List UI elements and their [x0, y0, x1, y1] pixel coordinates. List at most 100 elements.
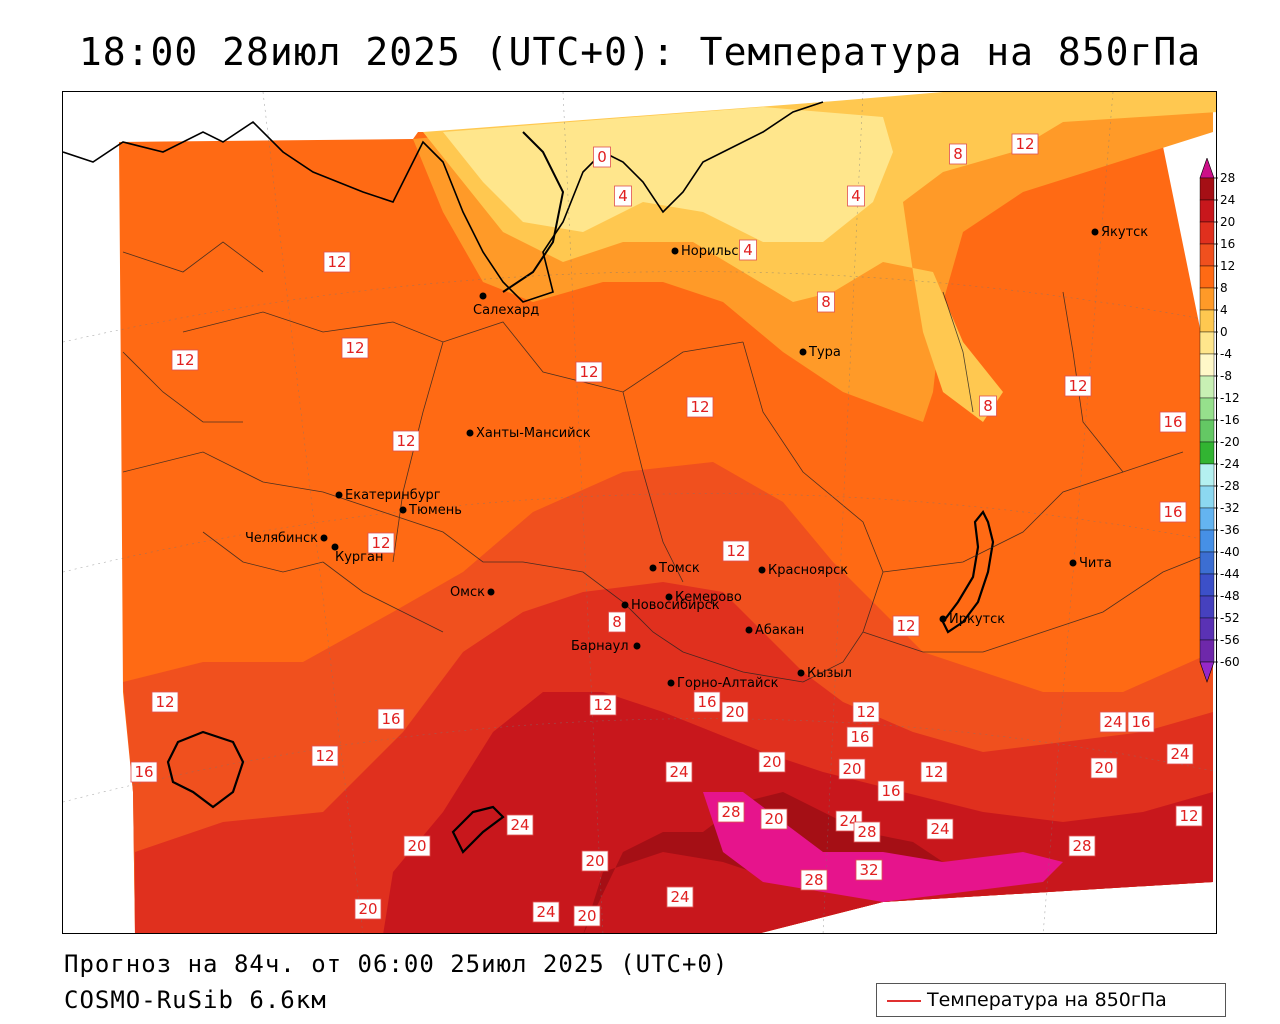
colorbar-tick-label: -28: [1220, 479, 1240, 493]
city-marker[interactable]: Салехард: [473, 292, 539, 319]
svg-text:12: 12: [1015, 135, 1034, 153]
city-marker[interactable]: Красноярск: [758, 563, 849, 578]
city-dot: [939, 615, 947, 623]
city-marker[interactable]: Кемерово: [665, 590, 742, 605]
city-marker[interactable]: Тура: [799, 345, 841, 360]
city-label: Абакан: [755, 623, 804, 638]
colorbar-cap-top: [1199, 158, 1215, 179]
city-dot: [466, 429, 474, 437]
colorbar-bin: [1199, 463, 1215, 487]
map-area[interactable]: Салехард Норильск Якутск Тура Ханты-Мансийск…: [62, 91, 1217, 934]
svg-text:12: 12: [155, 693, 174, 711]
zone-32: [703, 792, 1063, 902]
colorbar-bin: [1199, 595, 1215, 619]
svg-text:12: 12: [690, 398, 709, 416]
city-marker[interactable]: Барнаул: [571, 639, 641, 654]
contour-label: 16: [377, 708, 405, 730]
city-dot: [399, 506, 407, 514]
contour-label: 12: [1175, 805, 1203, 827]
svg-text:12: 12: [327, 253, 346, 271]
contour-label: 12: [920, 761, 948, 783]
city-marker[interactable]: Тюмень: [399, 503, 462, 518]
legend: Температура на 850гПа: [876, 983, 1226, 1017]
colorbar-tick-label: -24: [1220, 457, 1240, 471]
city-marker[interactable]: Курган: [331, 543, 384, 566]
contour-label: 8: [949, 143, 967, 165]
city-dot: [758, 566, 766, 574]
city-marker[interactable]: Иркутск: [939, 612, 1006, 627]
colorbar-bin: [1199, 529, 1215, 553]
svg-text:16: 16: [881, 782, 900, 800]
city-label: Новосибирск: [631, 598, 720, 613]
colorbar-tick-label: 12: [1220, 259, 1235, 273]
contour-label: 16: [693, 691, 721, 713]
city-label: Челябинск: [245, 531, 318, 546]
city-marker[interactable]: Чита: [1069, 556, 1112, 571]
city-label: Красноярск: [768, 563, 848, 578]
svg-text:12: 12: [345, 339, 364, 357]
contour-label: 24: [926, 818, 954, 840]
colorbar-bin: [1199, 507, 1215, 531]
svg-text:20: 20: [725, 703, 744, 721]
contour-label: 12: [892, 615, 920, 637]
contour-label: 32: [855, 859, 883, 881]
map-title: 18:00 28июл 2025 (UTC+0): Температура на…: [78, 30, 1202, 74]
city-label: Иркутск: [949, 612, 1005, 627]
legend-label: Температура на 850гПа: [927, 989, 1167, 1011]
city-label: Салехард: [473, 303, 539, 318]
contour-label: 28: [1068, 835, 1096, 857]
contour-label: 12: [341, 337, 369, 359]
contour-label: 24: [1166, 743, 1194, 765]
contour-label: 12: [589, 694, 617, 716]
svg-text:8: 8: [953, 145, 963, 163]
contour-label: 8: [979, 395, 997, 417]
svg-text:16: 16: [1131, 713, 1150, 731]
city-marker[interactable]: Якутск: [1091, 225, 1149, 240]
city-marker[interactable]: Кызыл: [797, 666, 852, 681]
contour-label: 20: [573, 905, 601, 927]
colorbar-bin: [1199, 331, 1215, 355]
colorbar-cap-bottom: [1199, 661, 1215, 683]
city-marker[interactable]: Екатеринбург: [335, 488, 441, 503]
svg-text:4: 4: [743, 241, 753, 259]
city-label: Тура: [808, 345, 841, 360]
city-marker[interactable]: Омск: [450, 585, 495, 600]
city-marker[interactable]: Томск: [649, 561, 700, 576]
svg-text:20: 20: [764, 810, 783, 828]
city-label: Кемерово: [675, 590, 742, 605]
colorbar-bin: [1199, 419, 1215, 443]
contour-label: 20: [760, 808, 788, 830]
city-marker[interactable]: Горно-Алтайск: [667, 676, 779, 691]
svg-text:12: 12: [1068, 377, 1087, 395]
city-dot: [1069, 559, 1077, 567]
svg-text:12: 12: [593, 696, 612, 714]
svg-text:4: 4: [618, 187, 628, 205]
contour-label: 4: [847, 185, 865, 207]
svg-text:16: 16: [381, 710, 400, 728]
city-marker[interactable]: Новосибирск: [621, 598, 720, 613]
city-marker[interactable]: Норильск: [671, 244, 747, 259]
city-label: Якутск: [1101, 225, 1148, 240]
colorbar-bin: [1199, 199, 1215, 223]
svg-text:20: 20: [407, 837, 426, 855]
city-dot: [487, 588, 495, 596]
svg-text:12: 12: [924, 763, 943, 781]
svg-text:8: 8: [983, 397, 993, 415]
svg-text:12: 12: [396, 432, 415, 450]
city-dot: [621, 601, 629, 609]
city-marker[interactable]: Абакан: [745, 623, 805, 638]
city-label: Тюмень: [408, 503, 462, 518]
svg-text:16: 16: [1163, 503, 1182, 521]
colorbar-tick-label: -52: [1220, 611, 1240, 625]
city-dot: [1091, 228, 1099, 236]
city-marker[interactable]: Ханты-Мансийск: [466, 426, 591, 441]
colorbar-tick-label: -40: [1220, 545, 1240, 559]
colorbar-tick-label: -36: [1220, 523, 1240, 537]
city-label: Томск: [658, 561, 700, 576]
contour-label: 24: [665, 761, 693, 783]
city-label: Норильск: [681, 244, 747, 259]
svg-text:20: 20: [762, 753, 781, 771]
city-marker[interactable]: Челябинск: [245, 531, 328, 546]
contour-label: 8: [608, 611, 626, 633]
city-dot: [665, 593, 673, 601]
